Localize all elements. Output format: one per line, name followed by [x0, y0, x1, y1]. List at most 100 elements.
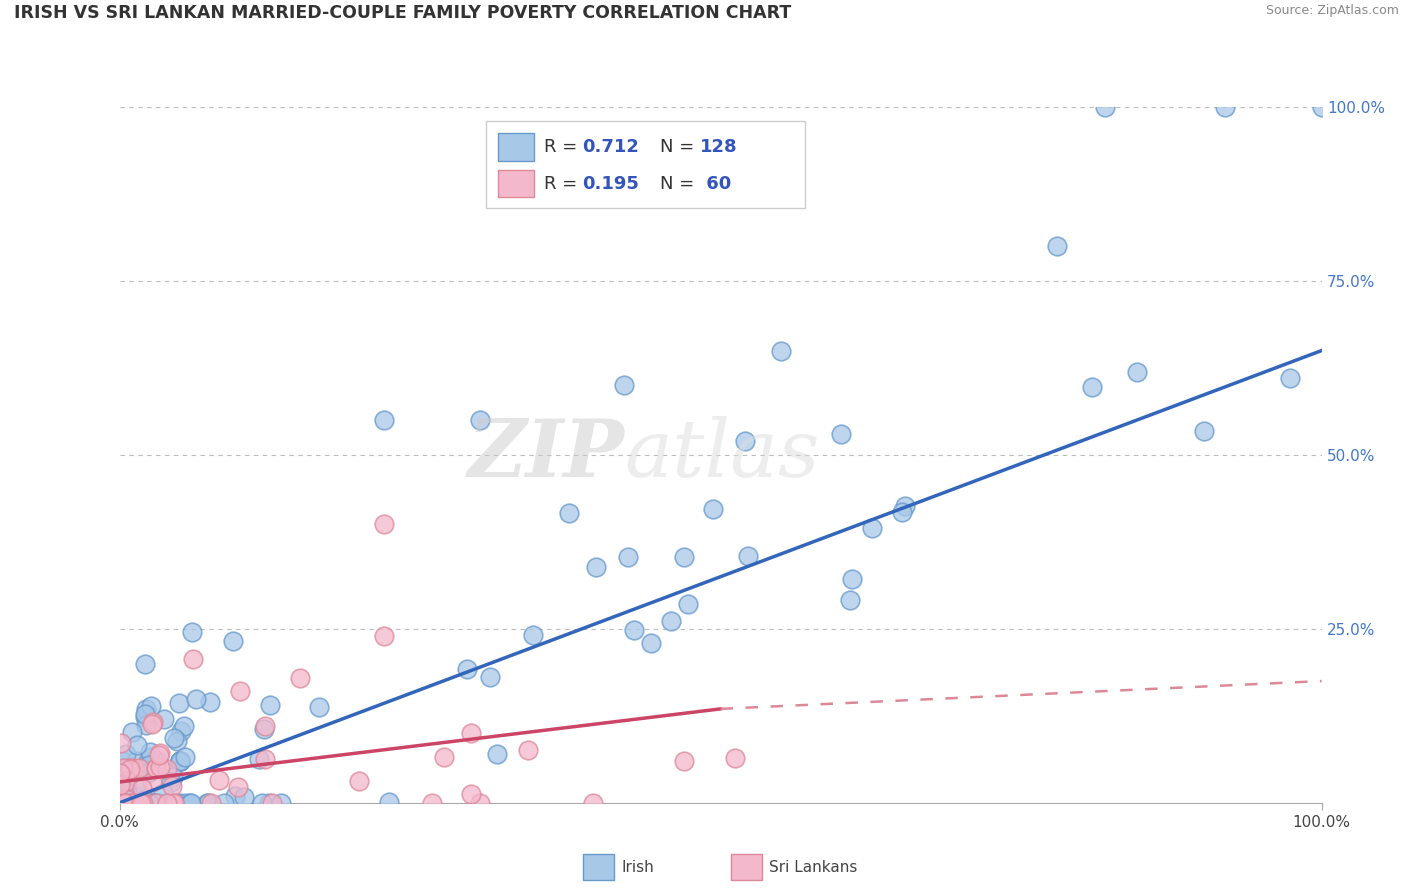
Point — [141, 698, 163, 713]
Point — [456, 662, 478, 676]
Point — [224, 789, 246, 803]
Point — [145, 796, 167, 810]
Point — [115, 792, 138, 806]
Point — [173, 750, 195, 764]
Point — [1080, 380, 1102, 394]
Point — [121, 796, 143, 810]
Point — [254, 719, 277, 733]
Point — [152, 712, 174, 726]
Text: N =: N = — [661, 137, 700, 156]
Point — [259, 698, 281, 712]
Point — [420, 796, 443, 810]
Point — [127, 776, 149, 790]
Text: 0.195: 0.195 — [582, 175, 640, 193]
Point — [253, 722, 276, 736]
Text: N =: N = — [661, 175, 700, 193]
Point — [131, 796, 153, 810]
Point — [115, 779, 138, 793]
Point — [110, 796, 132, 810]
Point — [145, 761, 167, 775]
Point — [522, 628, 544, 642]
Text: 60: 60 — [700, 175, 731, 193]
Point — [110, 736, 132, 750]
Point — [143, 796, 166, 810]
Point — [120, 796, 142, 810]
Point — [145, 761, 167, 775]
Point — [181, 652, 204, 666]
Point — [131, 796, 153, 810]
Point — [128, 796, 150, 810]
Point — [118, 762, 141, 776]
Point — [127, 796, 149, 810]
Point — [152, 786, 174, 800]
Point — [138, 754, 160, 768]
Point — [347, 773, 370, 788]
Text: Source: ZipAtlas.com: Source: ZipAtlas.com — [1265, 4, 1399, 18]
Point — [247, 752, 270, 766]
Point — [148, 748, 170, 763]
Point — [138, 796, 160, 810]
Point — [737, 549, 759, 564]
Point — [127, 796, 149, 810]
Point — [724, 750, 747, 764]
Point — [132, 796, 155, 810]
Point — [1126, 366, 1149, 380]
Point — [125, 739, 148, 753]
Text: R =: R = — [544, 175, 583, 193]
Text: Irish: Irish — [621, 860, 654, 874]
Point — [110, 770, 132, 784]
Point — [894, 499, 917, 513]
Point — [260, 796, 283, 810]
Point — [156, 796, 179, 810]
Point — [226, 780, 249, 795]
Point — [112, 754, 135, 768]
Point — [373, 413, 395, 427]
Point — [200, 695, 222, 709]
Point — [672, 550, 695, 565]
Text: atlas: atlas — [624, 417, 820, 493]
Point — [288, 671, 311, 685]
Point — [117, 796, 139, 810]
Point — [111, 796, 134, 810]
Point — [673, 755, 696, 769]
Bar — [486, 121, 804, 208]
Point — [613, 378, 636, 392]
Text: Sri Lankans: Sri Lankans — [769, 860, 858, 874]
Point — [124, 789, 146, 803]
Point — [142, 796, 165, 810]
Point — [129, 796, 152, 810]
Point — [184, 691, 207, 706]
Point — [149, 747, 172, 761]
Point — [134, 657, 156, 671]
Text: R =: R = — [544, 137, 583, 156]
Point — [181, 624, 204, 639]
Point — [163, 796, 186, 810]
Point — [308, 699, 330, 714]
Point — [169, 724, 191, 739]
Point — [890, 505, 912, 519]
Text: ZIP: ZIP — [468, 417, 624, 493]
Point — [200, 796, 222, 810]
Point — [169, 754, 191, 768]
Point — [623, 624, 645, 638]
Point — [108, 796, 131, 810]
Point — [1192, 424, 1215, 438]
Point — [142, 796, 165, 810]
Point — [134, 710, 156, 724]
Point — [156, 762, 179, 776]
Point — [122, 761, 145, 775]
Point — [143, 796, 166, 810]
Point — [115, 774, 138, 789]
Bar — [498, 169, 534, 197]
Point — [121, 724, 143, 739]
Point — [585, 560, 607, 574]
Point — [136, 796, 159, 810]
Point — [841, 572, 863, 586]
Point — [141, 717, 163, 731]
Text: IRISH VS SRI LANKAN MARRIED-COUPLE FAMILY POVERTY CORRELATION CHART: IRISH VS SRI LANKAN MARRIED-COUPLE FAMIL… — [14, 4, 792, 22]
Point — [127, 796, 149, 810]
Point — [163, 796, 186, 810]
Point — [124, 796, 146, 810]
Point — [169, 796, 191, 810]
Point — [145, 754, 167, 768]
